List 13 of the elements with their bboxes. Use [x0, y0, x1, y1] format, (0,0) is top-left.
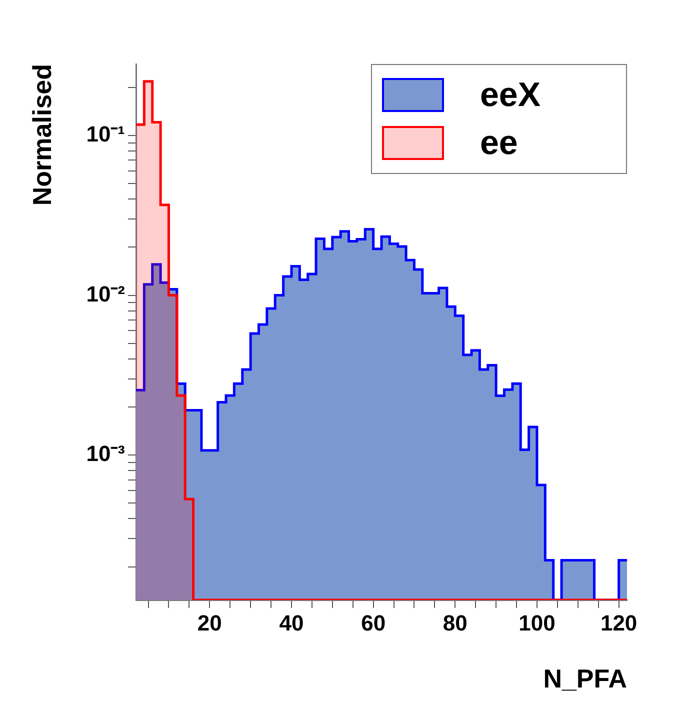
- y-tick-label: 10⁻¹: [86, 122, 125, 147]
- x-tick-label: 80: [442, 610, 468, 636]
- legend-label: eeX: [480, 76, 540, 114]
- y-tick-label: 10⁻²: [86, 281, 125, 306]
- y-axis-title: Normalised: [26, 64, 57, 206]
- x-tick-label: 20: [197, 610, 222, 636]
- x-tick-label: 120: [600, 610, 638, 636]
- x-axis-title: N_PFA: [543, 664, 628, 694]
- x-tick-label: 60: [361, 610, 386, 636]
- legend-label: ee: [480, 124, 518, 162]
- x-tick-label: 40: [279, 610, 304, 636]
- x-tick-label: 100: [518, 610, 556, 636]
- y-tick-label: 10⁻³: [86, 441, 125, 466]
